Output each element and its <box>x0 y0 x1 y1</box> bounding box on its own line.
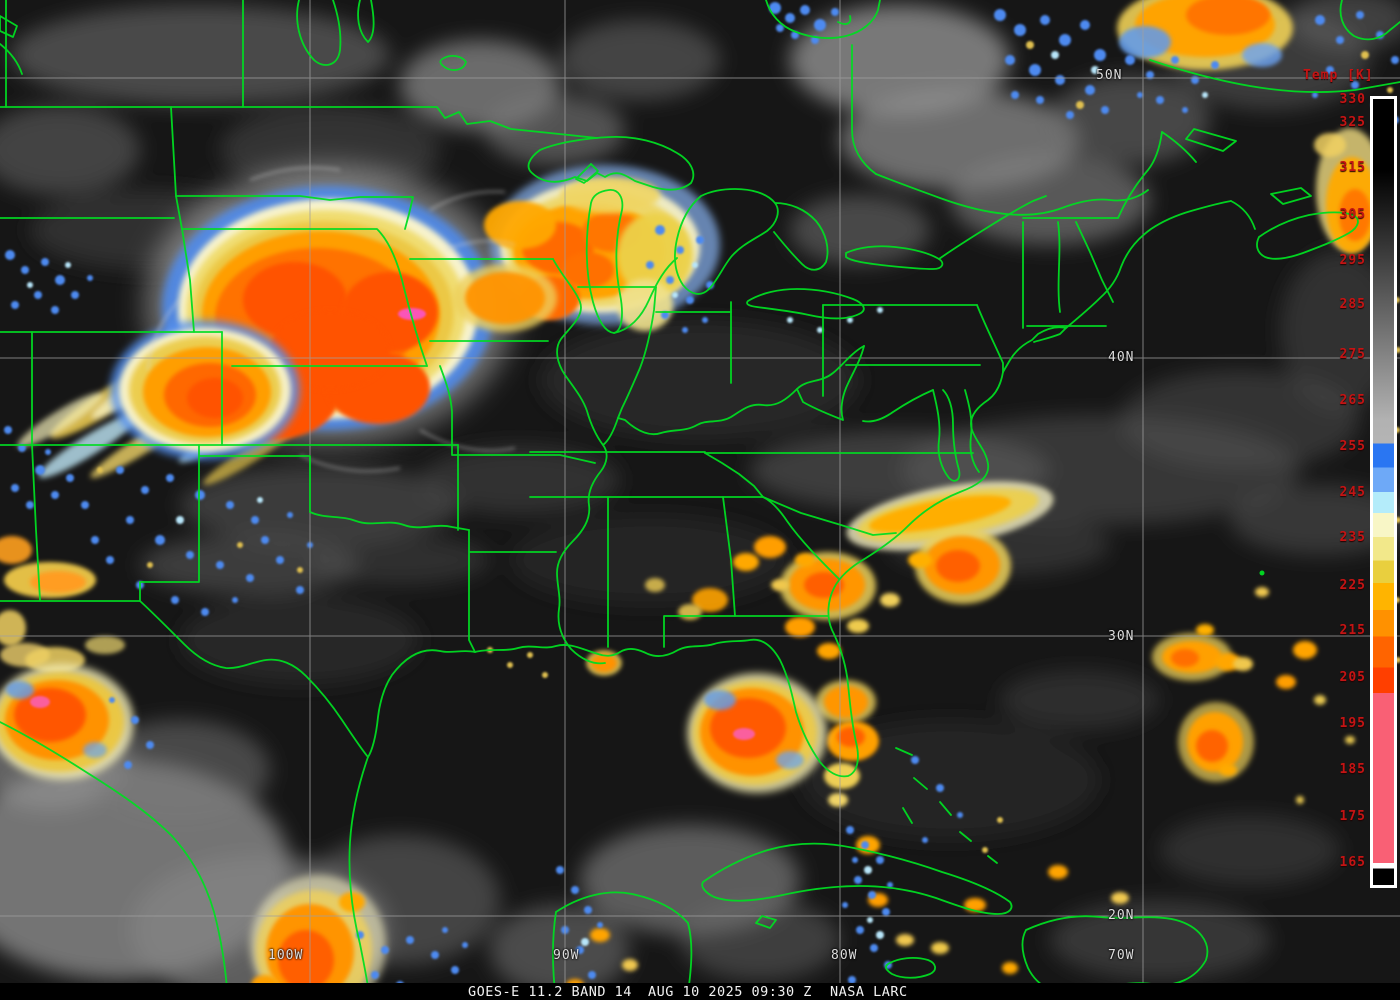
caption-product: GOES-E 11.2 BAND 14 <box>468 984 632 1000</box>
lat-label-30n: 30N <box>1108 629 1135 644</box>
temp-tick-295: 295 <box>1339 253 1366 268</box>
cirrus-streaks <box>147 166 516 473</box>
west-edge-storms <box>0 536 134 780</box>
temperature-scale-title: Temp [K] <box>1303 68 1374 83</box>
temp-tick-235: 235 <box>1339 530 1366 545</box>
caribbean-storm-dots <box>566 836 1129 991</box>
temp-tick-265: 265 <box>1339 393 1366 408</box>
temp-tick-245: 245 <box>1339 485 1366 500</box>
temp-tick-285: 285 <box>1339 297 1366 312</box>
temp-tick-325: 325 <box>1339 115 1366 130</box>
lat-label-20n: 20N <box>1108 908 1135 923</box>
temperature-colorbar <box>1370 96 1397 888</box>
temp-tick-165: 165 <box>1339 855 1366 870</box>
caption-credit: NASA LARC <box>830 984 908 1000</box>
cold-cloud-speckles <box>4 2 1400 999</box>
temp-tick-195: 195 <box>1339 716 1366 731</box>
bottom-center-storm <box>250 875 386 1000</box>
temp-tick-255: 255 <box>1339 439 1366 454</box>
temp-tick-275: 275 <box>1339 347 1366 362</box>
temp-tick-225: 225 <box>1339 578 1366 593</box>
temp-tick-215: 215 <box>1339 623 1366 638</box>
northeast-corner-storms <box>1117 0 1384 253</box>
lat-label-40n: 40N <box>1108 350 1135 365</box>
temp-tick-330: 330 <box>1339 92 1366 107</box>
atlantic-storm-clusters <box>1152 587 1355 804</box>
lon-label-90w: 90W <box>553 948 580 963</box>
florida-gulf-storms <box>586 650 879 807</box>
lon-label-80w: 80W <box>831 948 858 963</box>
temp-tick-305: 305 <box>1339 207 1366 222</box>
temp-tick-175: 175 <box>1339 809 1366 824</box>
lon-label-100w: 100W <box>268 948 304 963</box>
plains-mcs-storm <box>110 165 515 460</box>
temp-tick-315: 315 <box>1339 160 1366 175</box>
caption-bar: GOES-E 11.2 BAND 14 AUG 10 2025 09:30 Z … <box>0 983 1400 1000</box>
temp-tick-205: 205 <box>1339 670 1366 685</box>
temp-tick-185: 185 <box>1339 762 1366 777</box>
caption-datetime: AUG 10 2025 09:30 Z <box>648 984 812 1000</box>
lat-label-50n: 50N <box>1096 68 1123 83</box>
lon-label-70w: 70W <box>1108 948 1135 963</box>
